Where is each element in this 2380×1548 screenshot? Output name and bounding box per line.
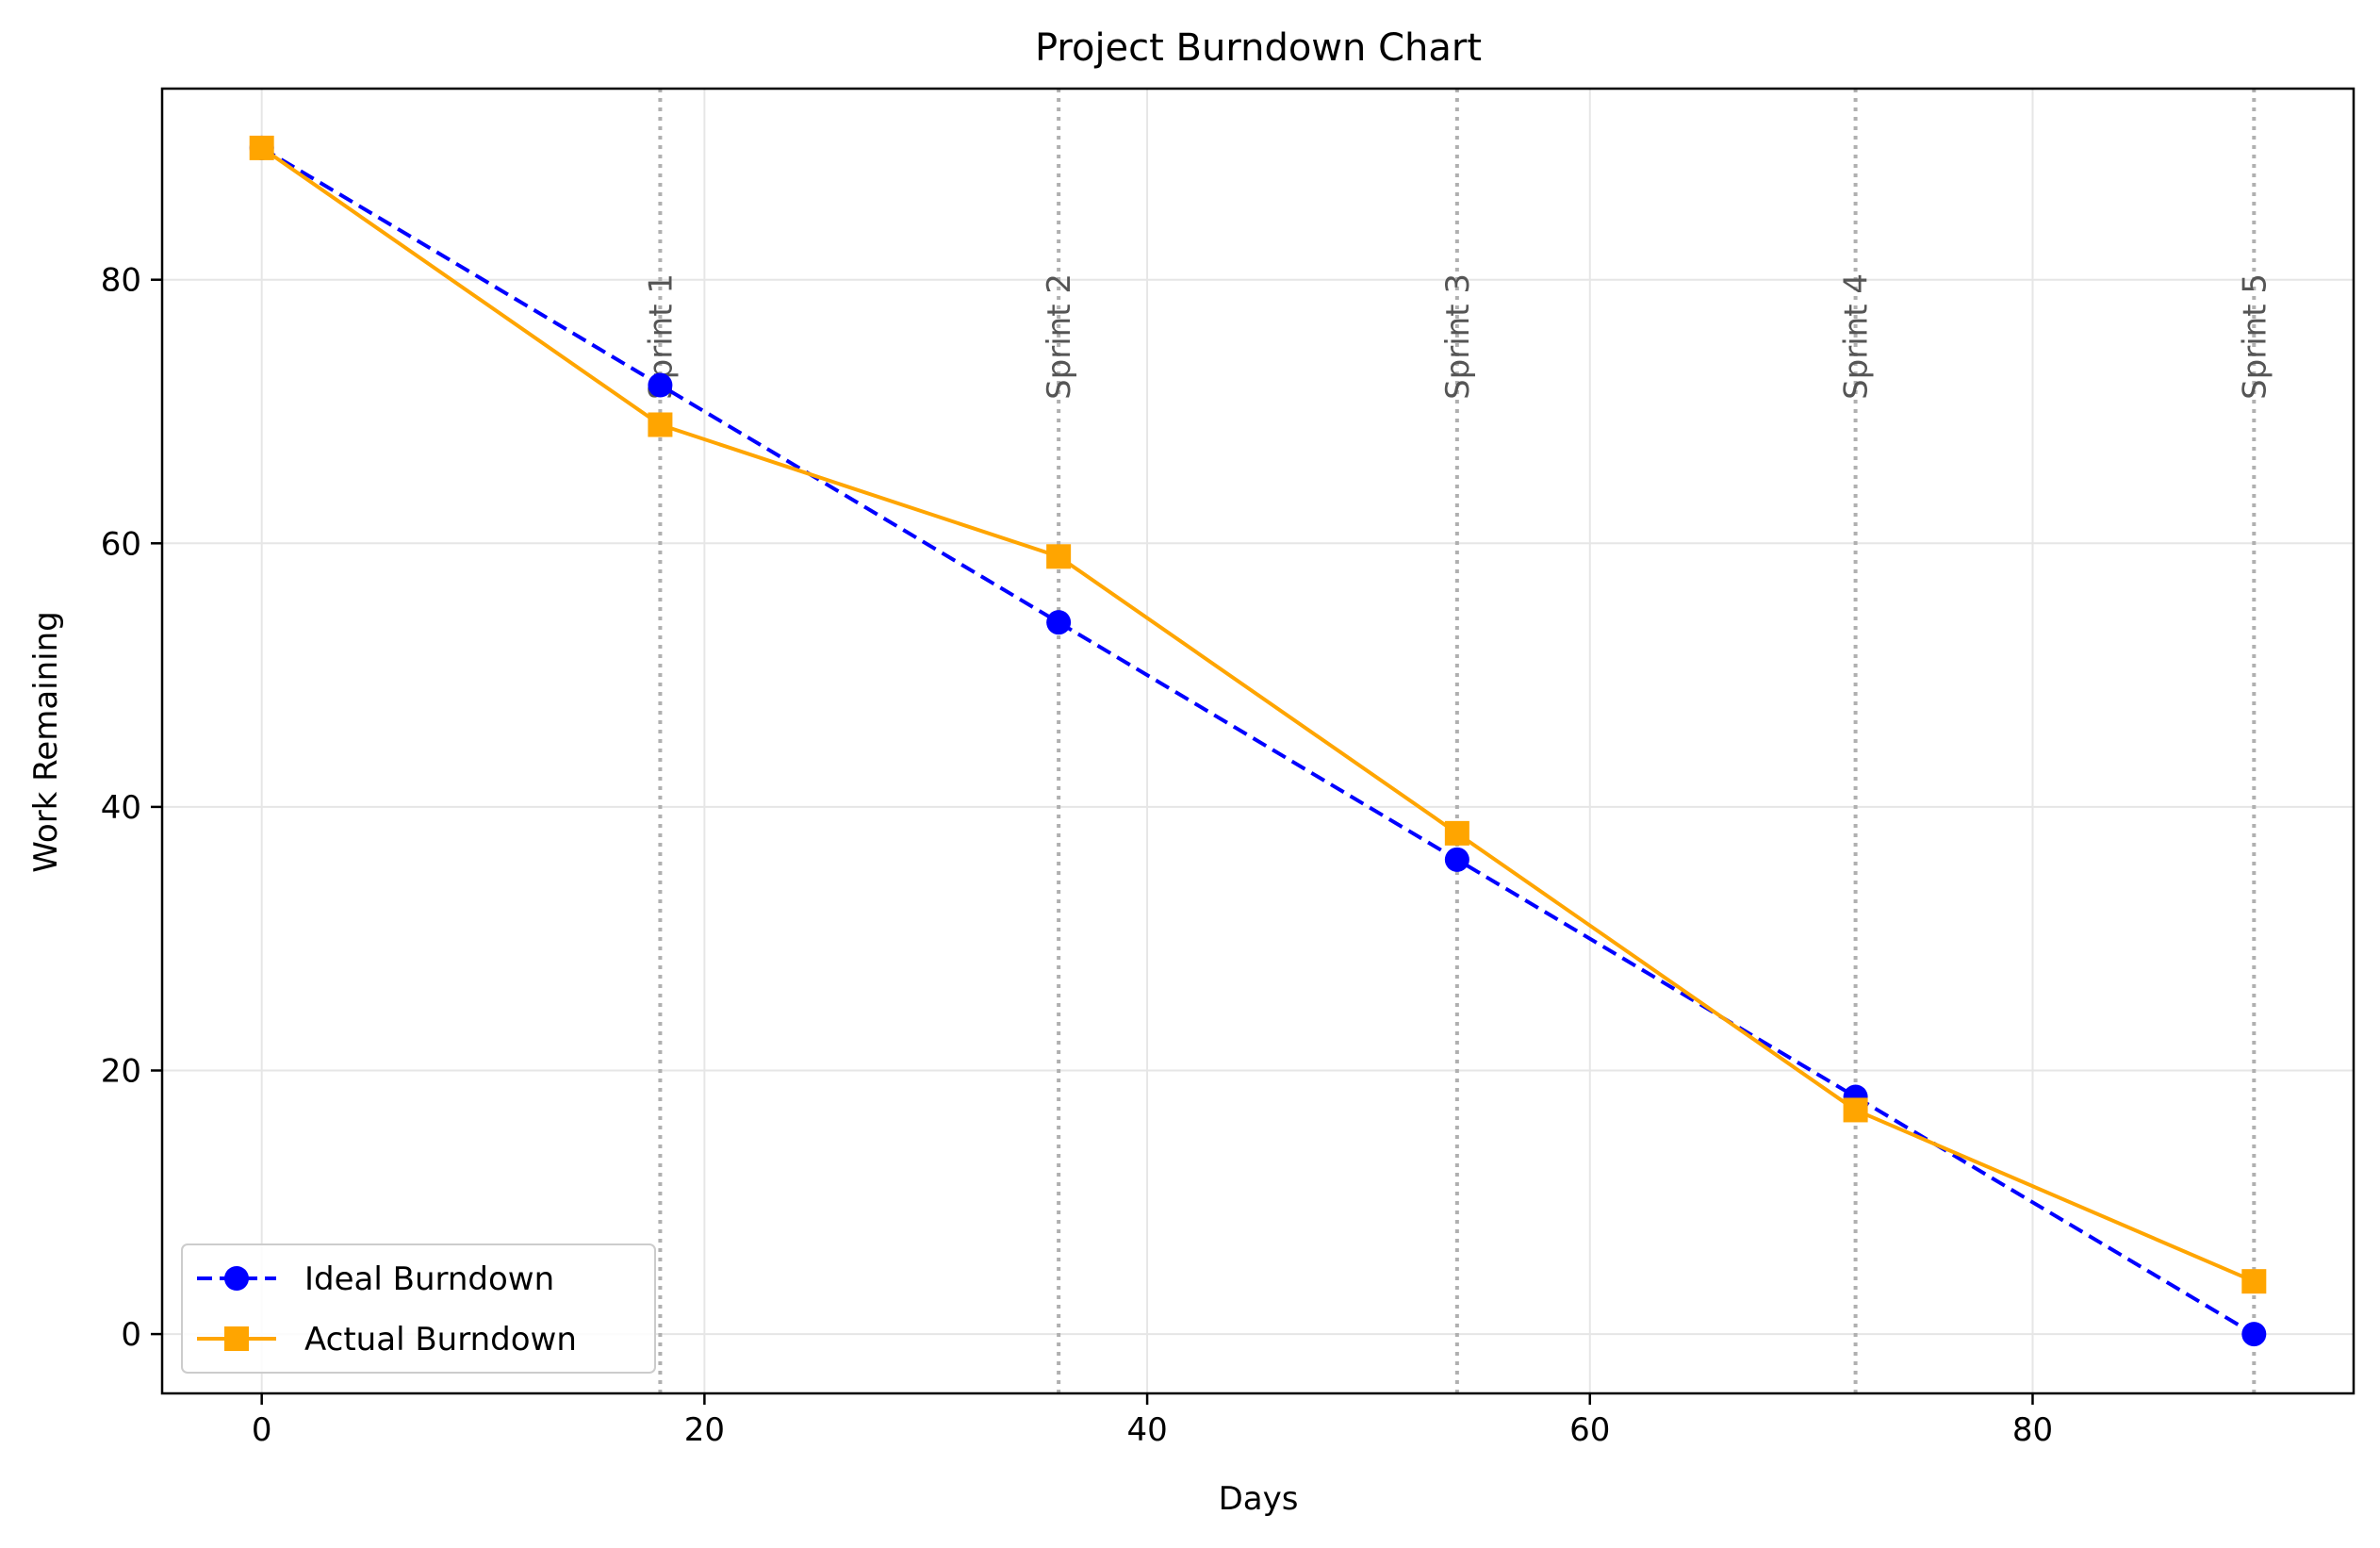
x-tick-label: 60 bbox=[1569, 1411, 1610, 1449]
actual-burndown-point bbox=[1444, 820, 1469, 846]
actual-burndown-point bbox=[648, 412, 673, 437]
sprint-label: Sprint 4 bbox=[1838, 273, 1876, 400]
ideal-burndown-point bbox=[1046, 610, 1072, 635]
legend-label: Ideal Burndown bbox=[304, 1260, 554, 1298]
x-tick-label: 0 bbox=[252, 1411, 272, 1449]
legend-marker bbox=[224, 1266, 249, 1291]
sprint-label: Sprint 3 bbox=[1439, 273, 1477, 400]
actual-burndown-line bbox=[260, 146, 2256, 1284]
sprint-label: Sprint 5 bbox=[2236, 273, 2273, 400]
actual-burndown-point bbox=[249, 135, 274, 160]
legend-box bbox=[181, 1243, 656, 1374]
plot-frame bbox=[160, 87, 2355, 1395]
ideal-burndown-point bbox=[2241, 1322, 2267, 1347]
grid bbox=[162, 89, 2354, 1393]
x-tick-label: 40 bbox=[1126, 1411, 1167, 1449]
y-axis-label: Work Remaining bbox=[27, 611, 65, 872]
chart-title: Project Burndown Chart bbox=[1035, 26, 1482, 70]
series bbox=[249, 135, 2267, 1347]
ideal-burndown-line bbox=[260, 146, 2256, 1336]
sprint-label: Sprint 2 bbox=[1041, 273, 1078, 400]
y-tick-label: 20 bbox=[101, 1052, 141, 1090]
legend: Ideal Burndown Actual Burndown bbox=[181, 1243, 656, 1374]
axis-ticks: 0 20 40 60 80 0 20 40 60 80 bbox=[101, 262, 2053, 1449]
actual-burndown-point bbox=[1843, 1097, 1868, 1123]
actual-burndown-point bbox=[1046, 544, 1072, 569]
x-tick-label: 80 bbox=[2012, 1411, 2053, 1449]
y-tick-label: 80 bbox=[101, 262, 141, 300]
sprint-markers: Sprint 1 Sprint 2 Sprint 3 Sprint 4 Sprint 5 bbox=[642, 89, 2273, 1393]
x-axis-label: Days bbox=[1219, 1480, 1299, 1518]
y-tick-label: 40 bbox=[101, 789, 141, 827]
actual-burndown-point bbox=[2241, 1269, 2267, 1294]
legend-marker bbox=[224, 1326, 249, 1351]
x-tick-label: 20 bbox=[684, 1411, 725, 1449]
y-tick-label: 0 bbox=[121, 1316, 141, 1354]
y-tick-label: 60 bbox=[101, 525, 141, 563]
ideal-burndown-point bbox=[648, 372, 673, 398]
ideal-burndown-point bbox=[1444, 847, 1469, 872]
legend-label: Actual Burndown bbox=[304, 1321, 577, 1359]
